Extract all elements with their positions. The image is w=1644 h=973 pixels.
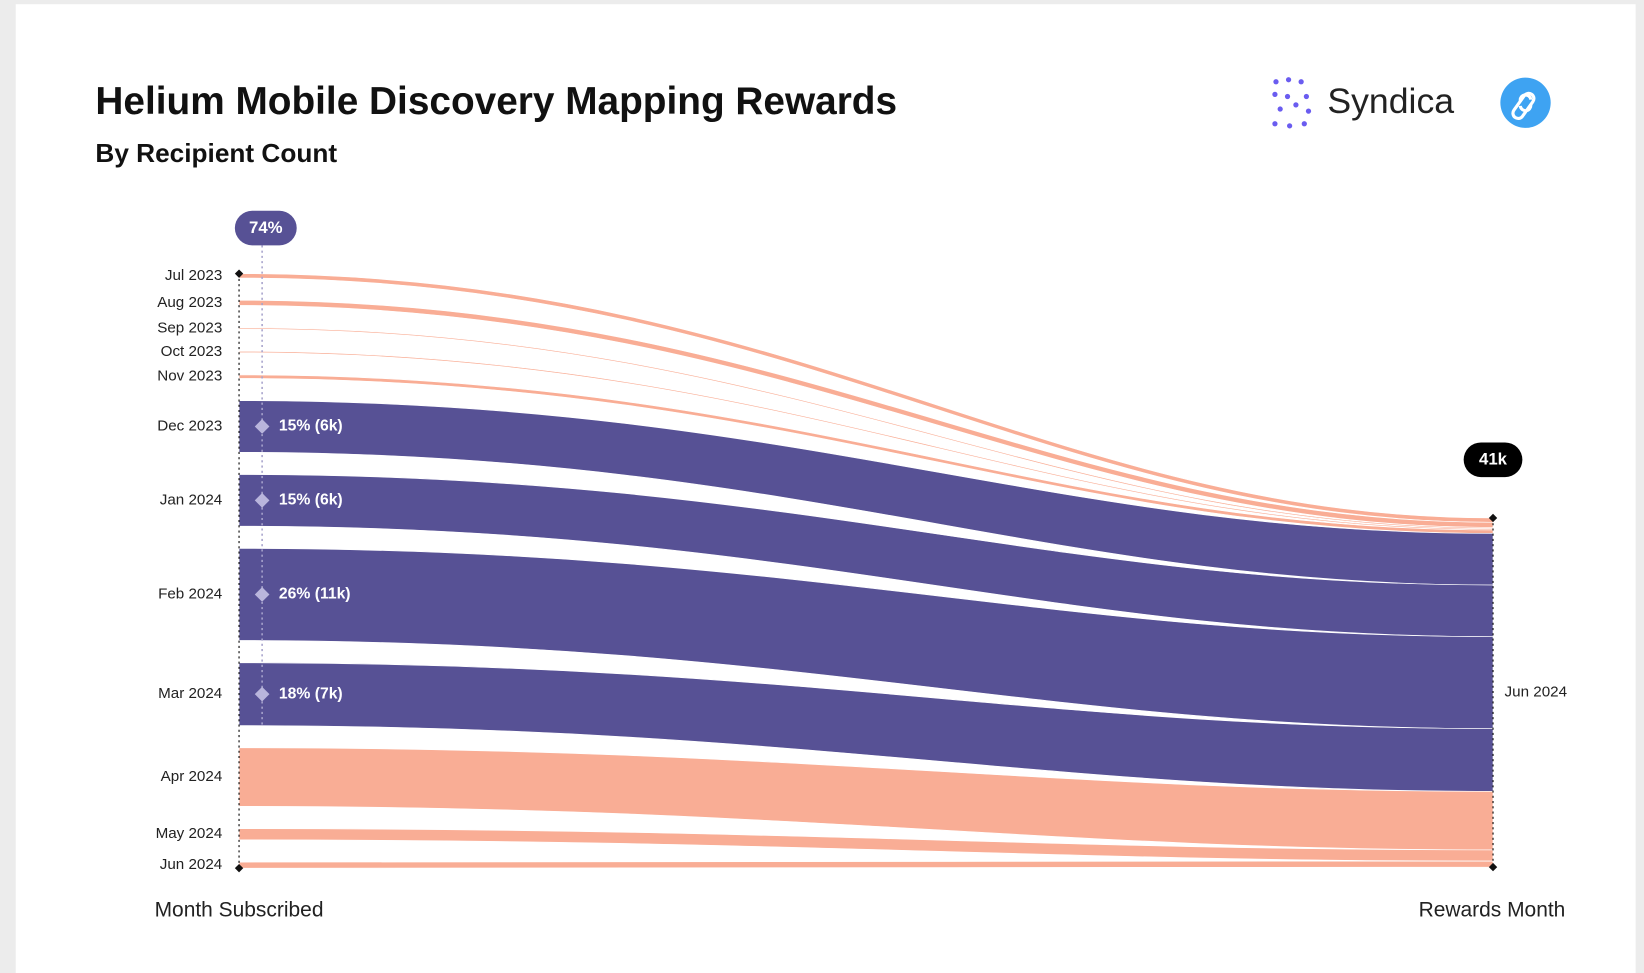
axis-end bbox=[1488, 862, 1498, 872]
total-label: 41k bbox=[1479, 450, 1508, 469]
axis-end bbox=[234, 863, 244, 873]
share-label: 74% bbox=[249, 218, 283, 237]
category-label: Feb 2024 bbox=[158, 585, 222, 602]
category-label: Jul 2023 bbox=[165, 267, 222, 284]
flow-band bbox=[238, 860, 1494, 869]
category-label: Jun 2024 bbox=[160, 856, 223, 873]
source-axis-label: Month Subscribed bbox=[155, 899, 324, 922]
target-label: Jun 2024 bbox=[1505, 684, 1568, 701]
category-label: Aug 2023 bbox=[157, 294, 222, 311]
value-label: 15% (6k) bbox=[279, 492, 343, 509]
value-label: 15% (6k) bbox=[279, 418, 343, 435]
total-pill bbox=[1463, 442, 1523, 478]
category-label: Sep 2023 bbox=[157, 319, 222, 336]
value-label: 26% (11k) bbox=[279, 586, 351, 603]
share-pill bbox=[234, 210, 297, 246]
target-axis-label: Rewards Month bbox=[1419, 899, 1566, 922]
category-label: Apr 2024 bbox=[161, 768, 223, 785]
category-label: Mar 2024 bbox=[158, 685, 222, 702]
chart-title: Helium Mobile Discovery Mapping Rewards bbox=[95, 80, 897, 123]
category-label: Nov 2023 bbox=[157, 368, 222, 385]
brand-name: Syndica bbox=[1327, 81, 1454, 121]
category-label: Dec 2023 bbox=[157, 417, 222, 434]
category-label: May 2024 bbox=[156, 825, 223, 842]
brand-logo: Syndica bbox=[1272, 77, 1551, 129]
chart-subtitle: By Recipient Count bbox=[95, 138, 337, 168]
category-label: Jan 2024 bbox=[160, 491, 223, 508]
axis-end bbox=[234, 269, 244, 278]
value-label: 18% (7k) bbox=[279, 685, 343, 702]
category-label: Oct 2023 bbox=[161, 343, 223, 360]
